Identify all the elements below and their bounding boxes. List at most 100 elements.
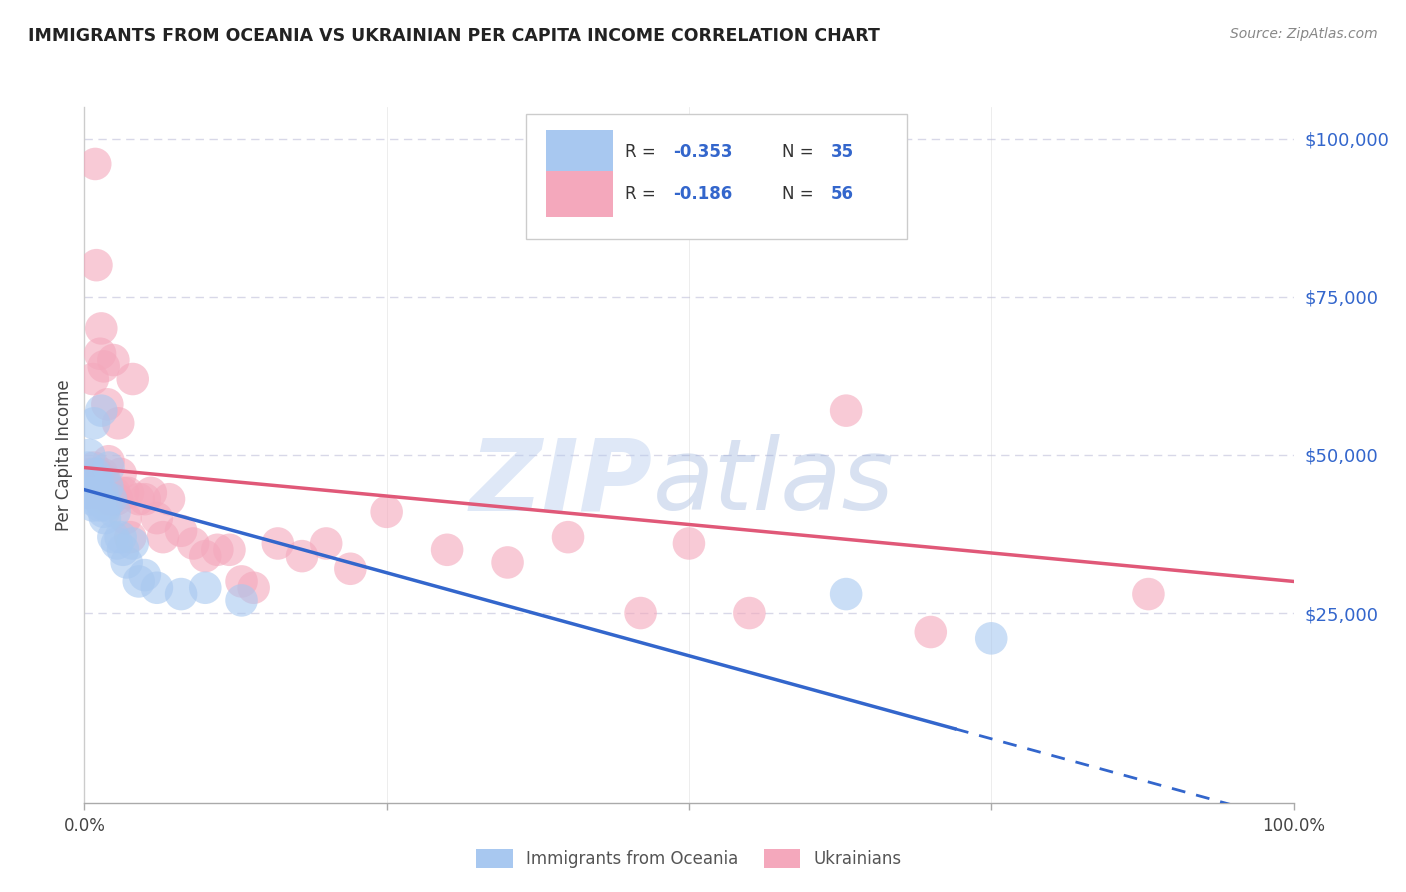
- Text: R =: R =: [624, 185, 661, 203]
- Point: [170, 524, 193, 538]
- Point: [94, 499, 117, 513]
- Text: N =: N =: [782, 185, 818, 203]
- Point: [86, 258, 108, 272]
- Point: [117, 486, 139, 500]
- Point: [194, 549, 217, 563]
- Point: [114, 511, 136, 525]
- Point: [112, 542, 135, 557]
- Point: [93, 505, 115, 519]
- Point: [90, 321, 112, 335]
- Point: [835, 403, 858, 417]
- Point: [339, 562, 361, 576]
- Point: [231, 574, 253, 589]
- Point: [103, 530, 125, 544]
- FancyBboxPatch shape: [526, 114, 907, 239]
- Point: [100, 492, 122, 507]
- Point: [94, 511, 117, 525]
- Point: [1137, 587, 1160, 601]
- Point: [194, 581, 217, 595]
- Point: [105, 492, 128, 507]
- Point: [82, 499, 104, 513]
- Point: [436, 542, 458, 557]
- Point: [84, 467, 107, 481]
- Point: [181, 536, 204, 550]
- Point: [128, 574, 150, 589]
- Point: [146, 581, 169, 595]
- Point: [75, 486, 97, 500]
- Point: [134, 492, 156, 507]
- Point: [93, 359, 115, 374]
- Point: [94, 492, 117, 507]
- Point: [267, 536, 290, 550]
- FancyBboxPatch shape: [547, 171, 613, 217]
- Point: [139, 486, 162, 500]
- Point: [84, 157, 107, 171]
- Point: [146, 511, 169, 525]
- Point: [110, 467, 132, 481]
- Text: -0.353: -0.353: [673, 144, 733, 161]
- Point: [112, 486, 135, 500]
- Point: [83, 460, 105, 475]
- Point: [980, 632, 1002, 646]
- Point: [90, 403, 112, 417]
- Point: [80, 492, 103, 507]
- Text: N =: N =: [782, 144, 818, 161]
- Point: [87, 492, 110, 507]
- FancyBboxPatch shape: [547, 129, 613, 175]
- Point: [100, 492, 122, 507]
- Point: [207, 542, 229, 557]
- Point: [110, 530, 132, 544]
- Point: [678, 536, 700, 550]
- Point: [375, 505, 398, 519]
- Point: [76, 473, 98, 487]
- Point: [496, 556, 519, 570]
- Point: [86, 486, 108, 500]
- Point: [83, 417, 105, 431]
- Point: [115, 556, 138, 570]
- Point: [97, 454, 120, 468]
- Text: Source: ZipAtlas.com: Source: ZipAtlas.com: [1230, 27, 1378, 41]
- Point: [128, 492, 150, 507]
- Point: [231, 593, 253, 607]
- Point: [121, 536, 143, 550]
- Point: [315, 536, 337, 550]
- Point: [291, 549, 314, 563]
- Point: [170, 587, 193, 601]
- Text: 35: 35: [831, 144, 853, 161]
- Point: [91, 467, 114, 481]
- Point: [120, 530, 142, 544]
- Point: [86, 467, 108, 481]
- Text: R =: R =: [624, 144, 661, 161]
- Point: [89, 499, 111, 513]
- Text: -0.186: -0.186: [673, 185, 733, 203]
- Point: [91, 486, 114, 500]
- Point: [79, 486, 101, 500]
- Point: [97, 460, 120, 475]
- Point: [738, 606, 761, 620]
- Point: [79, 467, 101, 481]
- Point: [96, 397, 118, 411]
- Point: [77, 460, 100, 475]
- Text: atlas: atlas: [652, 434, 894, 532]
- Point: [105, 536, 128, 550]
- Point: [152, 530, 174, 544]
- Point: [94, 473, 117, 487]
- Point: [557, 530, 579, 544]
- Point: [104, 505, 127, 519]
- Point: [77, 473, 100, 487]
- Point: [835, 587, 858, 601]
- Point: [80, 486, 103, 500]
- Point: [87, 473, 110, 487]
- Y-axis label: Per Capita Income: Per Capita Income: [55, 379, 73, 531]
- Text: ZIP: ZIP: [470, 434, 652, 532]
- Text: IMMIGRANTS FROM OCEANIA VS UKRAINIAN PER CAPITA INCOME CORRELATION CHART: IMMIGRANTS FROM OCEANIA VS UKRAINIAN PER…: [28, 27, 880, 45]
- Point: [920, 625, 942, 640]
- Point: [104, 486, 127, 500]
- Point: [96, 479, 118, 493]
- Legend: Immigrants from Oceania, Ukrainians: Immigrants from Oceania, Ukrainians: [470, 842, 908, 874]
- Point: [630, 606, 652, 620]
- Point: [242, 581, 264, 595]
- Point: [89, 347, 111, 361]
- Point: [107, 417, 129, 431]
- Point: [86, 473, 108, 487]
